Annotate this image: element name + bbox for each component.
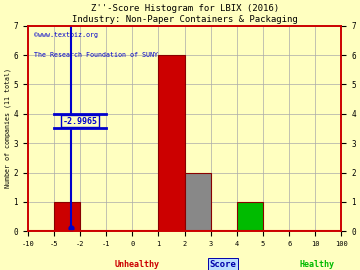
Text: Unhealthy: Unhealthy: [114, 260, 159, 269]
Bar: [54, 202, 80, 231]
Bar: [158, 55, 185, 231]
Bar: [237, 202, 263, 231]
Text: The Research Foundation of SUNY: The Research Foundation of SUNY: [34, 52, 158, 58]
Text: Score: Score: [210, 260, 237, 269]
Bar: [185, 173, 211, 231]
Text: -2.9965: -2.9965: [63, 117, 98, 126]
Text: Healthy: Healthy: [299, 260, 334, 269]
Y-axis label: Number of companies (11 total): Number of companies (11 total): [4, 69, 11, 188]
Title: Z''-Score Histogram for LBIX (2016)
Industry: Non-Paper Containers & Packaging: Z''-Score Histogram for LBIX (2016) Indu…: [72, 4, 297, 23]
Text: ©www.textbiz.org: ©www.textbiz.org: [34, 32, 98, 38]
